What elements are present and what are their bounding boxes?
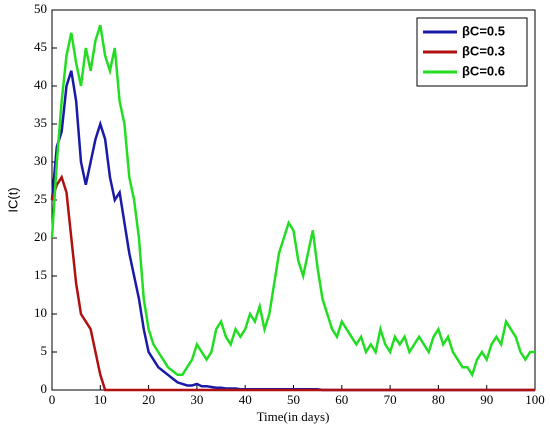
y-tick-label: 0 xyxy=(41,381,48,396)
x-axis-label: Time(in days) xyxy=(257,409,330,424)
y-tick-label: 45 xyxy=(34,39,47,54)
y-tick-label: 10 xyxy=(34,305,47,320)
y-tick-label: 20 xyxy=(34,229,47,244)
x-tick-label: 20 xyxy=(142,392,155,407)
y-tick-label: 15 xyxy=(34,267,47,282)
legend-label: βC=0.6 xyxy=(462,63,505,78)
x-tick-label: 90 xyxy=(480,392,493,407)
series-line xyxy=(50,24,535,378)
legend-label: βC=0.3 xyxy=(462,43,505,58)
y-tick-label: 25 xyxy=(34,191,47,206)
x-tick-label: 60 xyxy=(335,392,348,407)
y-tick-label: 35 xyxy=(34,115,47,130)
x-tick-label: 70 xyxy=(384,392,397,407)
y-tick-label: 5 xyxy=(41,343,48,358)
x-tick-label: 100 xyxy=(525,392,545,407)
x-tick-label: 0 xyxy=(49,392,56,407)
y-tick-label: 50 xyxy=(34,1,47,16)
series-line xyxy=(50,174,535,392)
y-axis-label: IC(t) xyxy=(5,187,20,212)
x-tick-label: 80 xyxy=(432,392,445,407)
x-tick-label: 10 xyxy=(94,392,107,407)
y-tick-label: 40 xyxy=(34,77,47,92)
x-tick-label: 30 xyxy=(190,392,203,407)
y-tick-label: 30 xyxy=(34,153,47,168)
x-tick-label: 50 xyxy=(287,392,300,407)
legend-label: βC=0.5 xyxy=(462,23,505,38)
x-tick-label: 40 xyxy=(239,392,252,407)
